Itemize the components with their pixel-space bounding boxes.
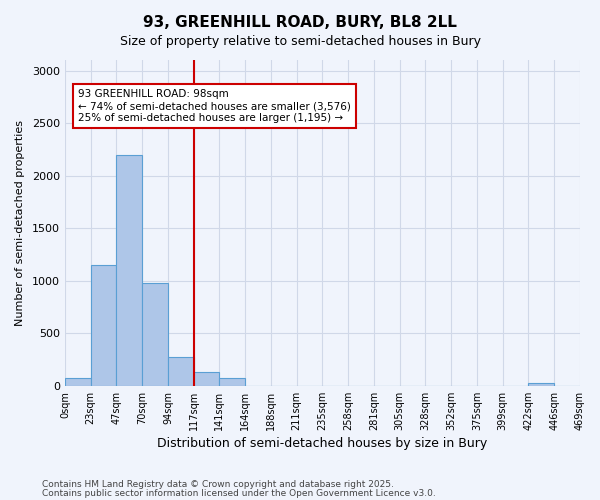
Bar [220,378,245,386]
Bar [65,378,91,386]
Bar [142,284,168,386]
X-axis label: Distribution of semi-detached houses by size in Bury: Distribution of semi-detached houses by … [157,437,488,450]
Text: Size of property relative to semi-detached houses in Bury: Size of property relative to semi-detach… [119,35,481,48]
Bar [91,265,116,386]
Bar [116,154,142,386]
Bar [168,358,194,386]
Text: 93, GREENHILL ROAD, BURY, BL8 2LL: 93, GREENHILL ROAD, BURY, BL8 2LL [143,15,457,30]
Bar [194,372,220,386]
Bar [529,382,554,386]
Y-axis label: Number of semi-detached properties: Number of semi-detached properties [15,120,25,326]
Text: Contains HM Land Registry data © Crown copyright and database right 2025.: Contains HM Land Registry data © Crown c… [42,480,394,489]
Text: Contains public sector information licensed under the Open Government Licence v3: Contains public sector information licen… [42,488,436,498]
Text: 93 GREENHILL ROAD: 98sqm
← 74% of semi-detached houses are smaller (3,576)
25% o: 93 GREENHILL ROAD: 98sqm ← 74% of semi-d… [78,90,350,122]
